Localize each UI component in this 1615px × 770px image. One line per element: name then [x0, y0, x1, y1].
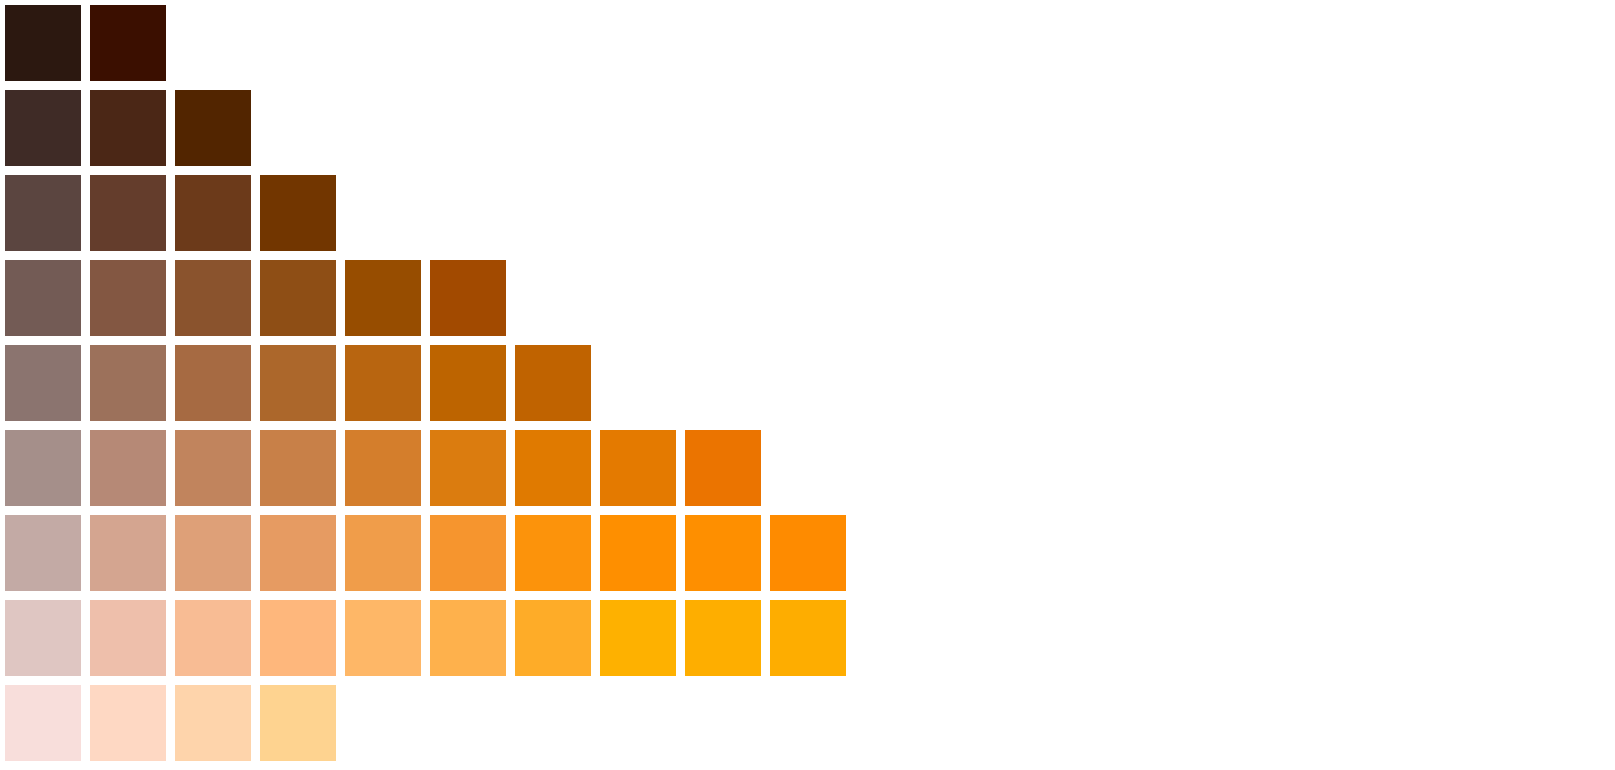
color-swatch[interactable]	[90, 430, 166, 506]
color-swatch[interactable]	[430, 600, 506, 676]
color-swatch[interactable]	[175, 175, 251, 251]
color-swatch[interactable]	[90, 345, 166, 421]
swatch-row	[5, 260, 855, 336]
color-swatch[interactable]	[5, 345, 81, 421]
color-swatch[interactable]	[5, 600, 81, 676]
color-swatch[interactable]	[345, 345, 421, 421]
color-swatch[interactable]	[685, 515, 761, 591]
color-swatch[interactable]	[90, 5, 166, 81]
color-swatch[interactable]	[515, 430, 591, 506]
color-swatch[interactable]	[90, 685, 166, 761]
color-swatch[interactable]	[770, 515, 846, 591]
color-swatch[interactable]	[5, 260, 81, 336]
color-swatch[interactable]	[5, 430, 81, 506]
color-swatch[interactable]	[260, 430, 336, 506]
swatch-row	[5, 90, 855, 166]
color-swatch[interactable]	[90, 260, 166, 336]
swatch-row	[5, 685, 855, 761]
color-swatch[interactable]	[345, 600, 421, 676]
color-swatch[interactable]	[345, 260, 421, 336]
color-swatch[interactable]	[260, 345, 336, 421]
color-swatch[interactable]	[430, 430, 506, 506]
color-swatch[interactable]	[90, 515, 166, 591]
swatch-row	[5, 5, 855, 81]
color-palette-grid	[5, 5, 855, 770]
color-swatch[interactable]	[770, 600, 846, 676]
color-swatch[interactable]	[90, 600, 166, 676]
color-swatch[interactable]	[260, 175, 336, 251]
color-swatch[interactable]	[175, 600, 251, 676]
color-swatch[interactable]	[5, 515, 81, 591]
swatch-row	[5, 600, 855, 676]
color-swatch[interactable]	[260, 685, 336, 761]
color-swatch[interactable]	[685, 430, 761, 506]
color-swatch[interactable]	[175, 260, 251, 336]
color-swatch[interactable]	[5, 175, 81, 251]
color-swatch[interactable]	[90, 90, 166, 166]
color-swatch[interactable]	[515, 345, 591, 421]
color-swatch[interactable]	[600, 430, 676, 506]
color-swatch[interactable]	[515, 600, 591, 676]
swatch-row	[5, 345, 855, 421]
color-swatch[interactable]	[90, 175, 166, 251]
color-swatch[interactable]	[175, 685, 251, 761]
color-swatch[interactable]	[260, 260, 336, 336]
color-swatch[interactable]	[5, 685, 81, 761]
color-swatch[interactable]	[430, 345, 506, 421]
swatch-row	[5, 515, 855, 591]
color-swatch[interactable]	[5, 5, 81, 81]
color-swatch[interactable]	[600, 515, 676, 591]
swatch-row	[5, 430, 855, 506]
color-swatch[interactable]	[515, 515, 591, 591]
color-swatch[interactable]	[5, 90, 81, 166]
color-swatch[interactable]	[600, 600, 676, 676]
color-swatch[interactable]	[685, 600, 761, 676]
color-swatch[interactable]	[175, 90, 251, 166]
color-swatch[interactable]	[430, 260, 506, 336]
color-swatch[interactable]	[345, 515, 421, 591]
color-swatch[interactable]	[430, 515, 506, 591]
color-swatch[interactable]	[260, 515, 336, 591]
color-swatch[interactable]	[175, 430, 251, 506]
color-swatch[interactable]	[175, 345, 251, 421]
swatch-row	[5, 175, 855, 251]
color-swatch[interactable]	[345, 430, 421, 506]
color-swatch[interactable]	[260, 600, 336, 676]
color-swatch[interactable]	[175, 515, 251, 591]
